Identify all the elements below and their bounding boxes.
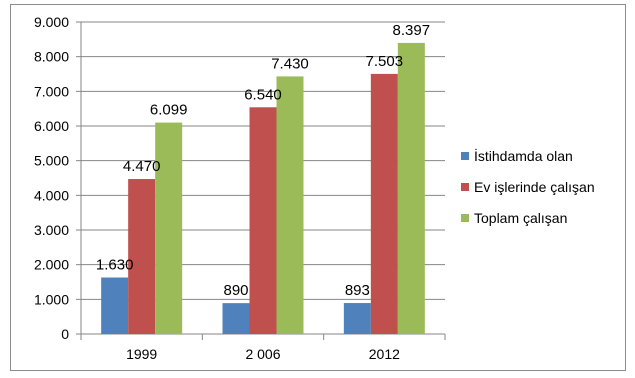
- bar: [155, 122, 183, 335]
- data-label: 890: [223, 282, 248, 299]
- y-tick-label: 8.000: [34, 49, 69, 65]
- x-tick-label: 1999: [126, 346, 157, 362]
- bar: [128, 179, 156, 334]
- y-axis: 0 1.000 2.000 3.000 4.000 5.000 6.000 7.000 8.00…: [34, 14, 82, 342]
- y-tick-label: 9.000: [34, 14, 69, 30]
- y-tick-label: 6.000: [34, 118, 69, 134]
- bar: [370, 73, 398, 335]
- y-tick-label: 7.000: [34, 83, 69, 99]
- y-tick-label: 5.000: [34, 153, 69, 169]
- legend-label: İstihdamda olan: [474, 147, 573, 164]
- y-tick-label: 0: [61, 326, 69, 342]
- x-axis: 1999 2 006 2012: [80, 333, 446, 362]
- bar: [397, 42, 425, 335]
- y-tick-label: 3.000: [34, 222, 69, 238]
- data-label: 6.099: [150, 102, 188, 119]
- bars: [101, 42, 425, 335]
- bar: [222, 303, 250, 334]
- y-tick-label: 2.000: [34, 257, 69, 273]
- x-tick-label: 2 006: [245, 346, 280, 362]
- bar: [343, 303, 371, 334]
- data-label: 7.430: [271, 55, 309, 72]
- y-tick-label: 1.000: [34, 291, 69, 307]
- data-label: 8.397: [393, 22, 431, 39]
- x-tick-label: 2012: [369, 346, 400, 362]
- bar: [249, 107, 277, 334]
- legend-swatch: [461, 152, 469, 160]
- legend-label: Toplam çalışan: [474, 210, 567, 226]
- legend-swatch: [461, 214, 469, 222]
- data-label: 893: [345, 282, 370, 299]
- legend-swatch: [461, 183, 469, 191]
- data-labels: 1.630 4.470 6.099 890 6.540 7.430 893 7.503 8.39…: [96, 22, 430, 299]
- y-tick-label: 4.000: [34, 187, 69, 203]
- legend-label: Ev işlerinde çalışan: [474, 179, 595, 195]
- data-label: 6.540: [244, 86, 282, 103]
- data-label: 4.470: [123, 158, 161, 175]
- bar: [276, 76, 304, 334]
- legend: İstihdamda olan Ev işlerinde çalışan Topla…: [461, 147, 595, 226]
- data-label: 7.503: [366, 53, 404, 70]
- bar: [101, 277, 129, 334]
- data-label: 1.630: [96, 256, 134, 273]
